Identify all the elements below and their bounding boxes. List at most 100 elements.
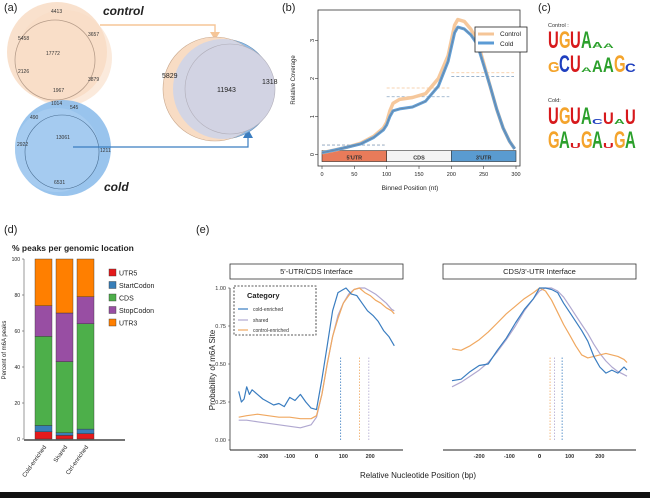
control-venn-circle-2 bbox=[16, 10, 112, 106]
metagene-line-0-control-enriched bbox=[238, 287, 395, 420]
coverage-y-tick-label: 3 bbox=[310, 39, 316, 42]
facet-title-1: CDS/3'-UTR Interface bbox=[503, 267, 576, 276]
motif-letter: U bbox=[570, 28, 581, 54]
coverage-legend-cold: Cold bbox=[500, 41, 514, 48]
coverage-y-label: Relative Coverage bbox=[291, 55, 297, 105]
metagene-y-tick-label: 0.25 bbox=[215, 400, 226, 406]
bar-y-tick-label: 80 bbox=[14, 293, 20, 299]
control-venn-circle-3 bbox=[14, 19, 96, 101]
legend-swatch-startcodon bbox=[108, 281, 117, 289]
coverage-x-tick-label: 0 bbox=[320, 172, 323, 178]
motif-letter: A bbox=[559, 128, 570, 154]
metagene-x-tick-label: 100 bbox=[339, 454, 348, 460]
bottom-border bbox=[0, 492, 650, 498]
coverage-x-tick-label: 250 bbox=[479, 172, 488, 178]
metagene-x-tick-label: 0 bbox=[538, 454, 541, 460]
merged-cold-only: 1318 bbox=[262, 79, 278, 86]
legend-control-enriched: control-enriched bbox=[253, 328, 289, 334]
motif-letter: G bbox=[559, 104, 571, 130]
legend-swatch-utr5 bbox=[108, 268, 117, 277]
legend-swatch-stopcodon bbox=[108, 306, 117, 314]
cold-venn-label-6: 6531 bbox=[54, 180, 65, 186]
bar-y-tick-label: 0 bbox=[17, 437, 20, 443]
coverage-x-tick-label: 100 bbox=[382, 172, 391, 178]
motif-letter: A bbox=[592, 58, 603, 76]
motif-letter: A bbox=[592, 40, 603, 50]
coverage-region-label: 5'UTR bbox=[346, 156, 362, 162]
facet-strip-0 bbox=[229, 263, 404, 280]
cold-venn-title: cold bbox=[104, 180, 129, 194]
metagene-x-tick-label: 100 bbox=[565, 454, 574, 460]
control-arrow-line bbox=[100, 24, 216, 34]
control-venn: 4413 5458 17772 3657 2126 3879 1967 cont… bbox=[7, 2, 144, 106]
motif-letter: A bbox=[592, 128, 603, 154]
facet-title-0: 5'-UTR/CDS Interface bbox=[280, 267, 353, 276]
coverage-x-tick-label: 300 bbox=[511, 172, 520, 178]
coverage-x-tick-label: 50 bbox=[351, 172, 357, 178]
panel-label-e: (e) bbox=[196, 224, 210, 236]
metagene-x-tick-label: 0 bbox=[315, 454, 318, 460]
motif-letter: U bbox=[548, 104, 559, 130]
metagene-x-tick-label: -100 bbox=[284, 454, 295, 460]
metagene-x-tick-label: -200 bbox=[257, 454, 268, 460]
control-venn-label-3: 3657 bbox=[88, 32, 99, 38]
control-venn-label-6: 1967 bbox=[53, 88, 64, 94]
cold-venn-label-2: 490 bbox=[30, 115, 39, 121]
control-venn-label-4: 2126 bbox=[18, 69, 29, 75]
motif-letter: A bbox=[581, 104, 592, 130]
coverage-legend: Control Cold bbox=[474, 26, 528, 53]
control-venn-label-0: 4413 bbox=[51, 9, 62, 15]
metagene-y-tick-label: 0.75 bbox=[215, 324, 226, 330]
legend-label-stopcodon: StopCodon bbox=[119, 308, 154, 315]
motif-letter: G bbox=[581, 128, 593, 154]
cold-venn-circle-3 bbox=[24, 114, 100, 190]
coverage-region-2 bbox=[451, 150, 517, 162]
cold-venn-label-5: 1211 bbox=[100, 148, 111, 154]
motif-letter: U bbox=[570, 52, 581, 78]
metagene-x-tick-label: 200 bbox=[595, 454, 604, 460]
panel-label-c: (c) bbox=[538, 2, 551, 14]
motif-letter: A bbox=[603, 43, 614, 49]
merged-venn: 5829 11943 1318 bbox=[162, 36, 278, 142]
cold-arrow-head bbox=[243, 129, 253, 138]
cold-venn: 1014 545 490 13061 2922 1211 6531 cold bbox=[15, 100, 129, 196]
metagene-y-label: Probability of m6A Site bbox=[208, 329, 217, 410]
metagene-legend-title: Category bbox=[247, 291, 280, 300]
motif-letter: C bbox=[559, 52, 570, 78]
coverage-legend-control: Control bbox=[500, 31, 522, 38]
metagene-x-tick-label: -100 bbox=[504, 454, 515, 460]
coverage-x-tick-label: 200 bbox=[447, 172, 456, 178]
motif-group-control-title: Control : bbox=[548, 23, 569, 29]
metagene-legend: Category cold-enriched shared control-en… bbox=[233, 285, 317, 336]
coverage-region-label: CDS bbox=[413, 156, 425, 162]
control-venn-label-5: 3879 bbox=[88, 77, 99, 83]
metagene-x-tick-label: 200 bbox=[366, 454, 375, 460]
motif-letter: U bbox=[548, 28, 559, 54]
merged-overlap-count: 11943 bbox=[217, 87, 236, 94]
bar-shared-utr3 bbox=[55, 258, 74, 314]
metagene-x-tick-label: -200 bbox=[474, 454, 485, 460]
legend-shared: shared bbox=[253, 318, 269, 324]
legend-label-utr3: UTR3 bbox=[119, 321, 137, 328]
cold-venn-label-3: 13061 bbox=[56, 135, 70, 141]
cold-venn-label-4: 2922 bbox=[17, 142, 28, 148]
motif-letter: U bbox=[625, 104, 636, 128]
merged-control-only: 5829 bbox=[162, 73, 178, 80]
metagene-x-label: Relative Nucleotide Position (bp) bbox=[360, 471, 476, 480]
coverage-line-center bbox=[321, 26, 515, 153]
coverage-y-tick-label: 2 bbox=[310, 77, 316, 80]
legend-label-startcodon: StartCodon bbox=[119, 283, 155, 290]
motif-letter: G bbox=[548, 60, 560, 76]
metagene-line-0-cold-enriched bbox=[238, 287, 395, 411]
motif-letter: U bbox=[603, 110, 614, 128]
motif-letter: U bbox=[603, 142, 614, 150]
coverage-x-label: Binned Position (nt) bbox=[382, 185, 439, 192]
control-venn-label-2: 17772 bbox=[46, 51, 60, 57]
